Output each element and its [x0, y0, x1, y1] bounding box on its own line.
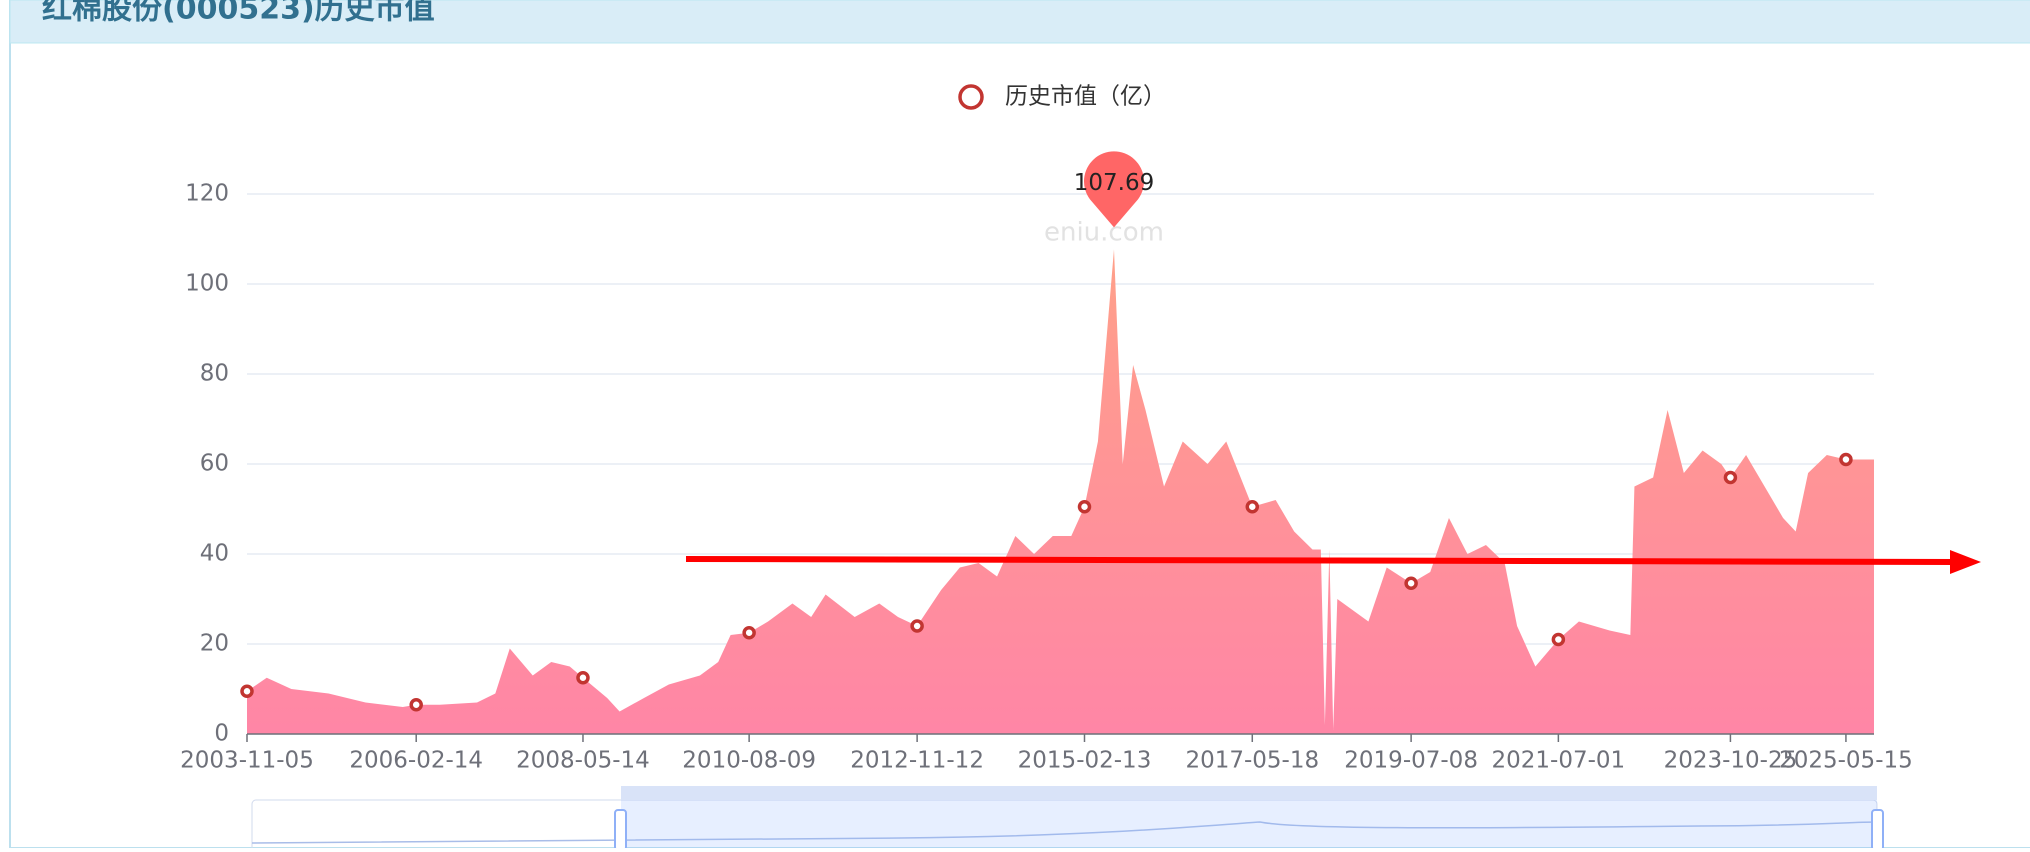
area	[247, 249, 1874, 734]
point-marker	[1551, 632, 1566, 647]
x-tick-label: 2006-02-14	[349, 748, 483, 774]
point-marker	[1245, 500, 1260, 514]
x-tick-label: 2008-05-14	[516, 748, 650, 774]
point-marker	[409, 698, 423, 712]
x-tick-label: 2025-05-15	[1779, 748, 1913, 774]
y-tick-label: 40	[200, 541, 229, 567]
point-marker	[1077, 500, 1092, 514]
x-tick-label: 2015-02-13	[1018, 748, 1152, 774]
point-marker	[240, 684, 254, 698]
y-tick-label: 100	[185, 271, 229, 297]
annotation-arrowhead	[1950, 550, 1981, 574]
panel-title: 红棉股份(000523)历史市值	[42, 0, 435, 27]
y-tick-label: 20	[200, 631, 229, 657]
watermark: eniu.com	[1044, 218, 1164, 248]
point-marker	[576, 671, 590, 685]
zoom-bar[interactable]	[621, 786, 1877, 800]
y-tick-label: 0	[214, 721, 229, 747]
point-marker	[1839, 452, 1853, 467]
x-tick-label: 2019-07-08	[1344, 748, 1478, 774]
x-tick-label: 2021-07-01	[1492, 748, 1626, 774]
x-tick-label: 2023-10-25	[1664, 748, 1798, 774]
y-tick-label: 60	[200, 451, 229, 477]
zoom-preview	[251, 821, 1878, 844]
zoom-window[interactable]	[621, 800, 1877, 852]
x-tick-label: 2003-11-05	[180, 748, 314, 774]
max-pin	[1083, 151, 1144, 228]
x-tick-label: 2017-05-18	[1185, 748, 1319, 774]
point-marker	[1723, 470, 1738, 485]
legend-symbol	[958, 84, 984, 110]
data-zoom[interactable]	[251, 786, 1884, 852]
legend-label: 历史市值（亿）	[1005, 84, 1166, 110]
point-marker	[910, 619, 924, 633]
zoom-handle[interactable]	[1871, 809, 1884, 851]
point-marker	[742, 626, 756, 640]
point-marker	[1404, 576, 1418, 590]
annotation-arrow	[685, 556, 1956, 565]
max-label: 107.69	[1074, 170, 1154, 196]
x-tick-label: 2012-11-12	[850, 748, 984, 774]
y-tick-label: 120	[185, 181, 229, 207]
x-tick-label: 2010-08-09	[682, 748, 816, 774]
zoom-handle[interactable]	[614, 809, 627, 851]
panel-header	[9, 0, 2030, 44]
y-tick-label: 80	[200, 361, 229, 387]
